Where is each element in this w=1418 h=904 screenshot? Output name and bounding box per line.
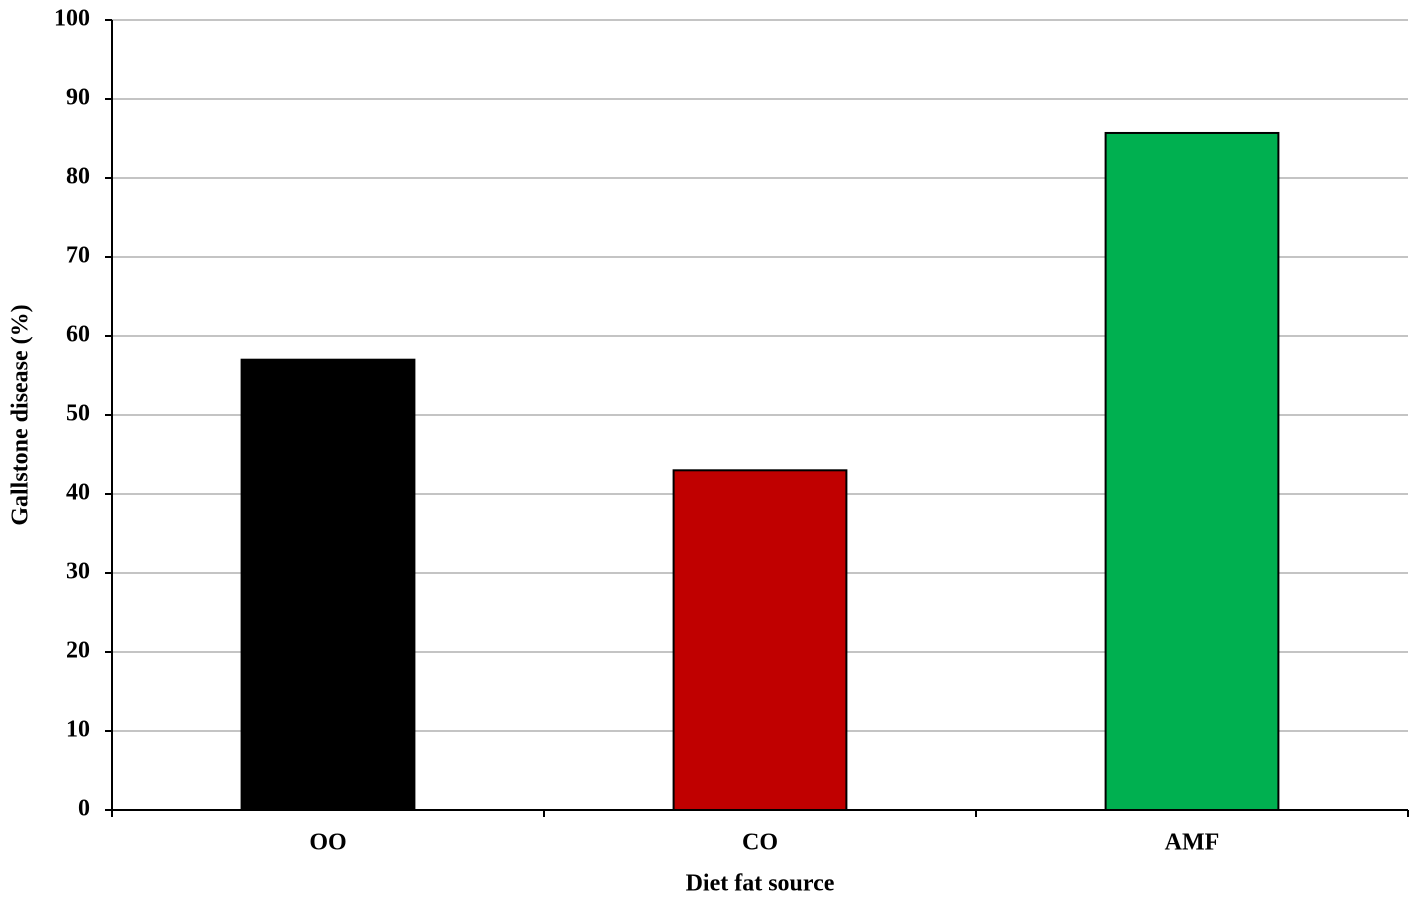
x-axis-label: Diet fat source bbox=[686, 871, 835, 897]
y-tick-label: 30 bbox=[66, 559, 90, 585]
x-tick-label: AMF bbox=[1165, 830, 1220, 856]
x-tick-label: OO bbox=[309, 830, 346, 856]
bar bbox=[240, 358, 416, 811]
y-tick-label: 0 bbox=[78, 796, 90, 822]
y-tick-label: 80 bbox=[66, 164, 90, 190]
y-tick-label: 70 bbox=[66, 243, 90, 269]
x-tick-label: CO bbox=[742, 830, 778, 856]
bar bbox=[672, 469, 848, 811]
y-tick-label: 10 bbox=[66, 717, 90, 743]
y-tick-label: 40 bbox=[66, 480, 90, 506]
y-axis-label: Gallstone disease (%) bbox=[8, 304, 34, 525]
y-tick-label: 60 bbox=[66, 322, 90, 348]
y-tick-label: 20 bbox=[66, 638, 90, 664]
y-tick-label: 90 bbox=[66, 85, 90, 111]
y-tick-label: 50 bbox=[66, 401, 90, 427]
bar bbox=[1104, 131, 1280, 812]
y-tick-label: 100 bbox=[54, 6, 90, 32]
